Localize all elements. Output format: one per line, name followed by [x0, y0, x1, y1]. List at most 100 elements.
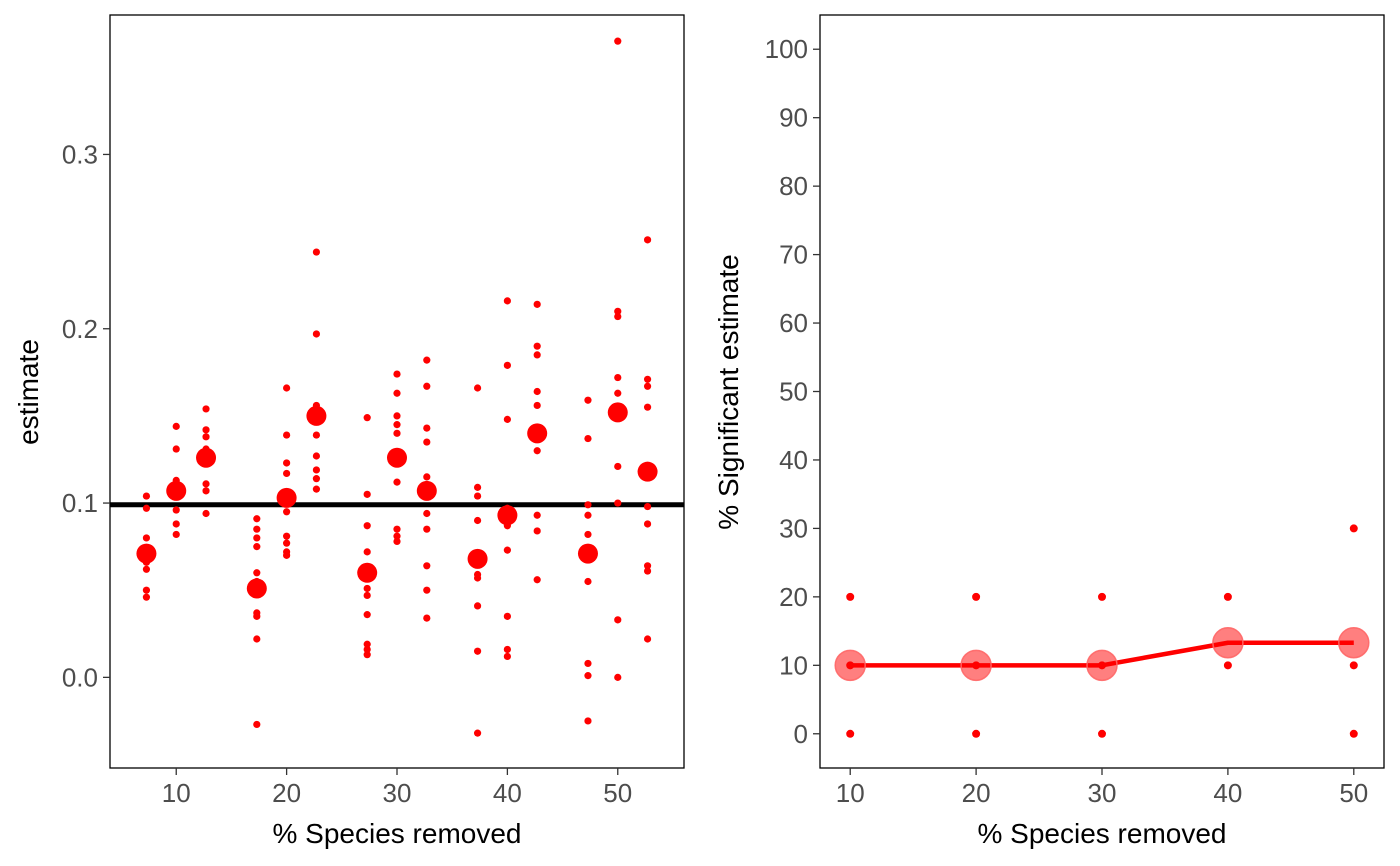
y-tick-label: 20 — [779, 582, 808, 612]
data-point — [423, 586, 431, 594]
data-point — [202, 433, 210, 441]
data-point — [1098, 592, 1106, 601]
data-point — [312, 431, 321, 439]
data-point — [972, 729, 981, 738]
data-point — [584, 659, 592, 668]
mean-marker — [1212, 626, 1244, 659]
data-point — [614, 389, 622, 397]
data-point — [172, 530, 180, 539]
data-point — [393, 370, 401, 378]
data-point — [614, 373, 622, 382]
mean-marker — [136, 543, 157, 564]
data-point — [533, 401, 541, 410]
data-point — [253, 569, 261, 577]
x-tick-label: 40 — [493, 778, 522, 808]
data-point — [473, 492, 482, 500]
data-point — [643, 520, 652, 528]
data-point — [312, 466, 321, 474]
data-point — [533, 527, 541, 535]
x-axis-title: % Species removed — [977, 818, 1226, 849]
y-tick-label: 0.2 — [62, 314, 98, 344]
axis-ticks: 10 20 30 40 50 0.0 0.1 0.2 0.3 — [62, 139, 632, 808]
data-point — [312, 452, 321, 460]
data-point — [643, 375, 652, 383]
mean-marker — [497, 505, 518, 526]
y-tick-label: 0.0 — [62, 662, 98, 692]
mean-marker — [387, 447, 407, 468]
data-point — [1349, 524, 1358, 533]
data-point — [363, 584, 371, 593]
data-point — [473, 516, 482, 525]
mean-marker — [276, 487, 297, 508]
data-point — [253, 612, 261, 620]
x-tick-label: 30 — [383, 778, 412, 808]
data-point — [393, 429, 401, 437]
data-point — [423, 509, 431, 518]
data-point — [846, 592, 855, 601]
mean-marker — [246, 578, 267, 599]
data-marks — [110, 37, 684, 737]
data-point — [643, 403, 652, 411]
data-point — [363, 522, 371, 530]
x-tick-label: 40 — [1213, 778, 1242, 808]
x-tick-label: 10 — [836, 778, 865, 808]
data-point — [584, 501, 592, 509]
data-point — [614, 307, 622, 315]
data-point — [283, 539, 291, 547]
data-point — [584, 511, 592, 519]
data-point — [253, 635, 261, 643]
data-point — [393, 478, 401, 486]
data-point — [643, 382, 652, 390]
data-point — [423, 562, 431, 570]
y-tick-label: 70 — [779, 240, 808, 270]
x-tick-label: 10 — [162, 778, 191, 808]
y-tick-label: 0 — [794, 719, 808, 749]
data-point — [312, 475, 321, 483]
data-point — [283, 459, 291, 467]
data-point — [643, 502, 652, 511]
data-point — [363, 548, 371, 556]
x-tick-label: 20 — [272, 778, 301, 808]
data-marks — [834, 524, 1370, 738]
data-point — [312, 248, 321, 256]
data-point — [253, 525, 261, 533]
data-point — [533, 300, 541, 308]
data-point — [202, 487, 210, 495]
data-point — [473, 729, 482, 737]
data-point — [614, 499, 622, 507]
data-point — [503, 415, 511, 423]
data-point — [503, 361, 511, 369]
data-point — [363, 611, 371, 619]
y-tick-label: 0.3 — [62, 139, 98, 169]
data-point — [393, 421, 401, 429]
data-point — [473, 602, 482, 610]
data-point — [1223, 661, 1232, 670]
data-point — [614, 462, 622, 471]
data-point — [643, 562, 652, 570]
data-point — [503, 612, 511, 620]
y-tick-label: 90 — [779, 103, 808, 133]
data-point — [142, 565, 151, 573]
data-point — [202, 480, 210, 488]
data-point — [253, 515, 261, 523]
data-point — [503, 645, 511, 654]
data-point — [473, 574, 482, 582]
data-point — [473, 647, 482, 655]
data-point — [363, 490, 371, 498]
mean-marker — [607, 402, 628, 423]
y-tick-label: 50 — [779, 377, 808, 407]
mean-marker — [577, 543, 598, 564]
mean-marker — [960, 649, 992, 682]
mean-marker — [166, 480, 187, 501]
y-axis-title: estimate — [13, 339, 44, 445]
data-point — [172, 445, 180, 453]
data-point — [533, 351, 541, 359]
x-tick-label: 50 — [603, 778, 632, 808]
data-point — [584, 434, 592, 443]
data-point — [423, 438, 431, 446]
data-point — [533, 447, 541, 455]
data-point — [643, 236, 652, 244]
data-point — [312, 485, 321, 493]
data-point — [473, 384, 482, 392]
